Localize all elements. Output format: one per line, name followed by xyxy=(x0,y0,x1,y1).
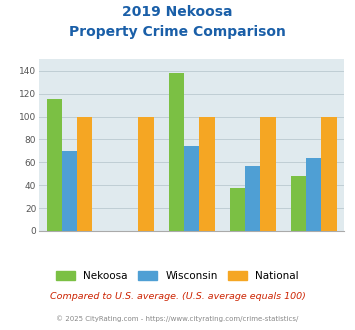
Bar xyxy=(230,187,245,231)
Text: © 2025 CityRating.com - https://www.cityrating.com/crime-statistics/: © 2025 CityRating.com - https://www.city… xyxy=(56,315,299,322)
Bar xyxy=(77,116,92,231)
Bar xyxy=(200,116,214,231)
Bar xyxy=(291,176,306,231)
Text: Compared to U.S. average. (U.S. average equals 100): Compared to U.S. average. (U.S. average … xyxy=(50,292,305,301)
Bar xyxy=(306,158,322,231)
Text: Property Crime Comparison: Property Crime Comparison xyxy=(69,25,286,39)
Bar xyxy=(138,116,153,231)
Legend: Nekoosa, Wisconsin, National: Nekoosa, Wisconsin, National xyxy=(56,271,299,281)
Text: 2019 Nekoosa: 2019 Nekoosa xyxy=(122,5,233,19)
Bar xyxy=(184,146,200,231)
Bar xyxy=(261,116,275,231)
Bar xyxy=(169,73,184,231)
Bar xyxy=(47,99,62,231)
Bar xyxy=(62,151,77,231)
Bar xyxy=(245,166,261,231)
Bar xyxy=(322,116,337,231)
